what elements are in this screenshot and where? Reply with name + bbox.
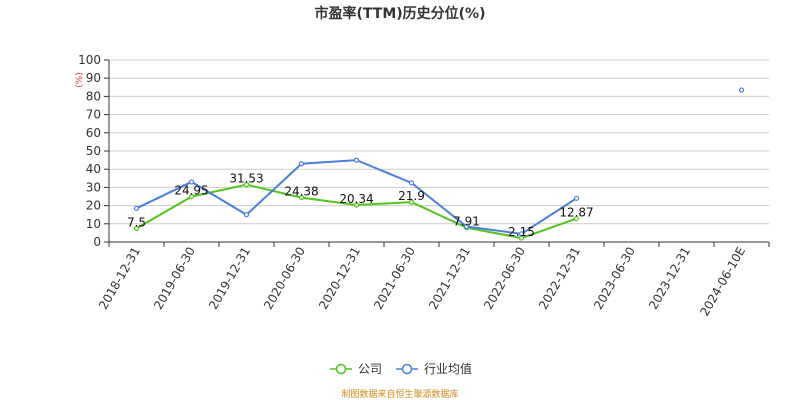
y-axis-unit: (%) — [75, 72, 85, 88]
y-tick-label: 20 — [86, 199, 101, 213]
y-tick-label: 40 — [86, 162, 101, 176]
y-tick-label: 90 — [86, 71, 101, 85]
data-point — [738, 87, 745, 93]
data-labels: 7.5 24.95 31.53 24.38 20.34 21.9 7.91 2.15 12.87 — [127, 172, 594, 239]
legend-label-company: 公司 — [358, 362, 382, 376]
data-point — [408, 180, 415, 186]
data-label: 24.38 — [284, 185, 318, 199]
x-tick-label: 2020-12-31 — [316, 245, 363, 312]
legend-label-industry-average: 行业均值 — [424, 361, 472, 376]
series-layer — [133, 87, 745, 241]
legend-item-company[interactable]: 公司 — [330, 362, 382, 376]
data-label: 21.9 — [398, 189, 425, 203]
x-tick-label: 2019-06-30 — [151, 245, 198, 312]
y-tick-label: 60 — [86, 126, 101, 140]
data-source-note: 制图数据来自恒生聚源数据库 — [341, 388, 458, 400]
data-point — [243, 212, 250, 218]
x-axis-ticks: 2018-12-31 2019-06-30 2019-12-31 2020-06-30… — [96, 242, 770, 319]
grid-lines — [109, 59, 769, 225]
y-tick-label: 100 — [78, 53, 101, 67]
x-tick-label: 2022-12-31 — [536, 245, 583, 312]
y-tick-label: 0 — [93, 235, 101, 249]
y-tick-label: 80 — [86, 89, 101, 103]
x-tick-label: 2020-06-30 — [261, 245, 308, 312]
data-point — [133, 225, 140, 231]
y-axis-ticks: 0 10 20 30 40 50 60 70 80 90 100 — [78, 53, 109, 249]
x-tick-label: 2019-12-31 — [206, 245, 253, 312]
chart-title: 市盈率(TTM)历史分位(%) — [315, 5, 486, 22]
x-tick-label: 2021-06-30 — [371, 245, 418, 312]
data-label: 20.34 — [339, 192, 373, 206]
data-point — [353, 157, 360, 163]
data-point — [188, 193, 195, 200]
data-label: 7.5 — [127, 215, 146, 229]
x-tick-label: 2021-12-31 — [426, 245, 473, 312]
data-label: 7.91 — [453, 215, 480, 229]
data-point — [298, 195, 305, 201]
x-tick-label: 2018-12-31 — [96, 245, 143, 312]
data-point — [573, 215, 580, 222]
data-point — [408, 199, 415, 205]
y-tick-label: 70 — [86, 108, 101, 122]
data-point — [353, 202, 360, 208]
data-point — [463, 223, 470, 230]
data-point — [573, 195, 580, 201]
y-tick-label: 10 — [86, 217, 101, 231]
legend-item-industry-average[interactable]: 行业均值 — [396, 361, 472, 376]
data-point — [298, 161, 305, 167]
legend[interactable]: 公司 行业均值 — [330, 361, 472, 376]
data-point — [133, 205, 140, 211]
x-tick-label: 2024-06-10E — [697, 245, 748, 319]
y-tick-label: 50 — [86, 144, 101, 158]
data-label: 12.87 — [559, 206, 593, 220]
data-label: 24.95 — [174, 184, 208, 198]
x-tick-label: 2023-06-30 — [591, 245, 638, 312]
data-label: 2.15 — [508, 225, 535, 239]
series-1 — [133, 87, 745, 237]
data-point — [243, 182, 250, 188]
x-tick-label: 2023-12-31 — [646, 245, 693, 312]
data-label: 31.53 — [229, 172, 263, 186]
data-point — [518, 231, 525, 237]
y-tick-label: 30 — [86, 180, 101, 194]
x-tick-label: 2022-06-30 — [481, 245, 528, 312]
data-point — [188, 179, 195, 185]
